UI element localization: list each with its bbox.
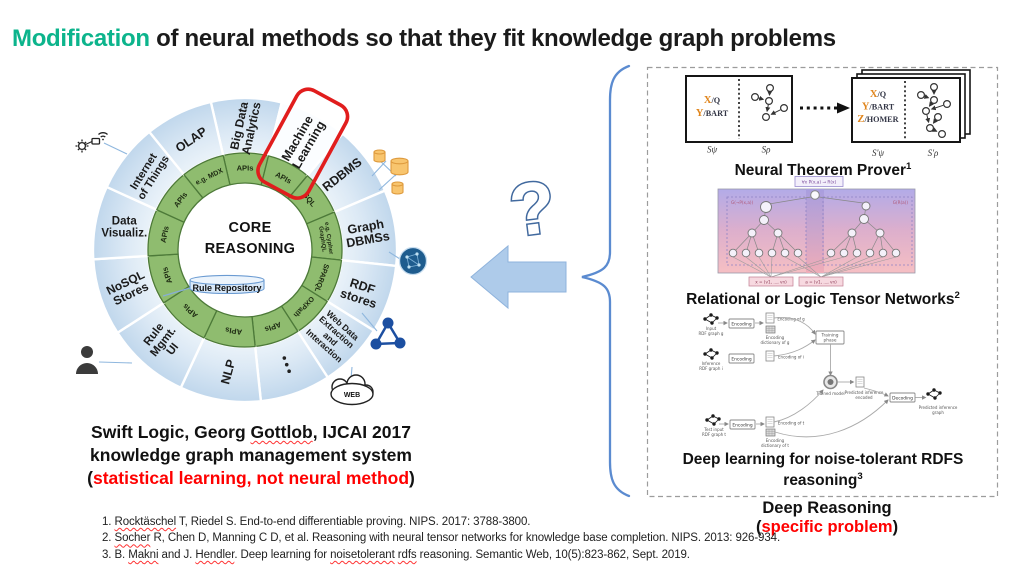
svg-text:Encoding of g: Encoding of g bbox=[777, 317, 805, 322]
svg-text:Encoding: Encoding bbox=[731, 321, 751, 327]
left-block-arrow bbox=[470, 244, 567, 310]
svg-text:Decoding: Decoding bbox=[892, 395, 913, 401]
ntp-figure: X/Q Y/BART Sψ Sρ X/Q Y/BART Z/HOMER S'ψ S'ρ bbox=[685, 69, 971, 158]
curly-brace bbox=[581, 64, 631, 498]
question-mark-doodle: ? bbox=[505, 165, 560, 253]
web-cloud-icon: WEB bbox=[330, 366, 374, 406]
misspelled-word: Gottlob bbox=[250, 422, 313, 442]
wheel-caption-line2: knowledge graph management system bbox=[90, 445, 412, 465]
person-icon bbox=[76, 346, 133, 374]
ltn-vector-2: a = (v1, ..., vn) bbox=[805, 280, 837, 285]
core-reasoning-label-2: REASONING bbox=[205, 241, 296, 257]
reference-item: 1. Rocktäschel T, Riedel S. End-to-end d… bbox=[102, 516, 531, 528]
deep-reasoning-label: Deep Reasoning (specific problem) bbox=[755, 499, 899, 536]
specific-problem-note: specific problem bbox=[761, 517, 893, 536]
core-reasoning-label-1: CORE bbox=[228, 220, 271, 236]
wheel-caption: Swift Logic, Georg Gottlob, IJCAI 2017 k… bbox=[35, 421, 467, 490]
ntp-right-substitutions: X/Q Y/BART Z/HOMER bbox=[857, 89, 898, 125]
svg-text:APIs: APIs bbox=[225, 325, 243, 336]
ntp-caption: Neural Theorem Prover1 bbox=[734, 161, 912, 180]
rdf-icon bbox=[361, 312, 406, 350]
ltn-formula: ∀x P(x,a) → R(x) bbox=[802, 180, 837, 186]
wheel-segment-data-visualiz-: Data Visualiz. APIs bbox=[91, 185, 185, 261]
core-reasoning-wheel: Big DataAnalyticsAPIsMachineLearningAPIs… bbox=[91, 87, 399, 404]
svg-text:NLP: NLP bbox=[218, 358, 238, 386]
machine-learning-highlight bbox=[256, 87, 350, 200]
databases-icon bbox=[371, 149, 409, 195]
ntp-sub-s2-psi: S'ψ bbox=[872, 148, 884, 158]
wheel-segment-nlp: NLP APIs bbox=[179, 310, 263, 404]
svg-text:Trained model: Trained model bbox=[815, 391, 844, 396]
ntp-left-substitutions: X/Q Y/BART bbox=[696, 95, 729, 119]
svg-text:Encoding: Encoding bbox=[732, 422, 752, 428]
ntp-sub-s-psi: Sψ bbox=[707, 145, 718, 155]
methods-panel-border bbox=[646, 66, 999, 498]
rdfs-flow-figure: Input RDF graph g Encoding Encoding of g Enc… bbox=[699, 312, 958, 448]
ltn-left-tag: G(¬P(x,a)) bbox=[731, 200, 754, 205]
wheel-caption-line1: Swift Logic, Georg Gottlob, IJCAI 2017 bbox=[91, 422, 411, 442]
svg-text:Encoding: Encoding bbox=[731, 356, 751, 362]
ltn-figure: ∀x P(x,a) → R(x) G(¬P(x,a)) G(R(a)) x = … bbox=[717, 176, 916, 287]
iot-icon bbox=[75, 132, 128, 155]
ltn-right-tag: G(R(a)) bbox=[893, 200, 909, 205]
svg-text:e.g. CypherGraphQL: e.g. CypherGraphQL bbox=[317, 222, 334, 257]
reference-item: 2. Socher R, Chen D, Manning C D, et al.… bbox=[102, 532, 781, 545]
graph-db-icon bbox=[388, 246, 428, 276]
ntp-sub-s2-rho: S'ρ bbox=[928, 148, 939, 158]
svg-text:Encoding of t: Encoding of t bbox=[778, 421, 805, 426]
rule-repository-label: Rule Repository bbox=[192, 283, 261, 293]
rule-repository-cylinder: Rule Repository bbox=[162, 274, 265, 297]
page-title: Modification of neural methods so that t… bbox=[12, 25, 836, 53]
ltn-vector-1: x = (v1, ..., vn) bbox=[755, 280, 787, 285]
svg-text:Encoding of i: Encoding of i bbox=[778, 355, 804, 360]
web-label: WEB bbox=[344, 392, 360, 399]
references-list: 1. Rocktäschel T, Riedel S. End-to-end d… bbox=[102, 514, 1002, 563]
title-highlight: Modification bbox=[12, 25, 150, 52]
rdfs-caption: Deep learning for noise-tolerant RDFS re… bbox=[682, 451, 964, 490]
svg-text:APIs: APIs bbox=[159, 225, 171, 243]
reference-item: 3. B. Makni and J. Hendler. Deep learnin… bbox=[102, 548, 690, 561]
title-rest: of neural methods so that they fit knowl… bbox=[149, 25, 836, 52]
wheel-caption-line3: (statistical learning, not neural method… bbox=[87, 468, 415, 488]
ltn-caption: Relational or Logic Tensor Networks2 bbox=[686, 290, 960, 309]
wheel-center: CORE REASONING Rule Repository bbox=[162, 184, 311, 316]
dotted-arrow-head bbox=[837, 102, 850, 114]
svg-text:APIs: APIs bbox=[237, 164, 254, 173]
statistical-learning-note: statistical learning, not neural method bbox=[92, 468, 410, 488]
ntp-sub-s-rho: Sρ bbox=[762, 145, 772, 155]
